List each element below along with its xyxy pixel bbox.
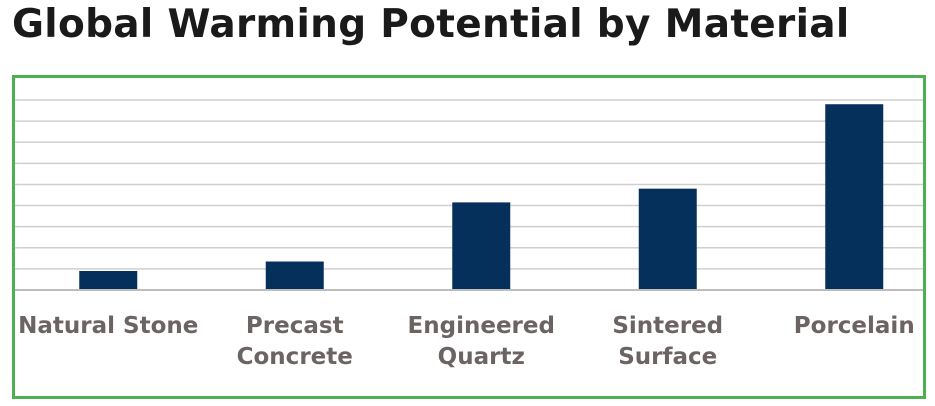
x-tick-label: Quartz — [438, 344, 525, 370]
bars — [79, 104, 884, 290]
gridlines — [15, 99, 923, 270]
chart-frame — [12, 75, 926, 399]
bar-engineered-quartz — [452, 202, 511, 290]
chart-title: Global Warming Potential by Material — [12, 2, 850, 47]
x-tick-labels: Natural Stone Precast Concrete Engineered Qu… — [18, 313, 915, 370]
x-tick-label: Sintered — [612, 313, 723, 339]
bar-natural-stone — [79, 271, 138, 290]
x-tick-label: Concrete — [237, 344, 353, 370]
bar-porcelain — [825, 104, 884, 290]
x-tick-label: Porcelain — [794, 313, 915, 339]
bar-precast-concrete — [265, 261, 324, 290]
x-tick-label: Precast — [246, 313, 344, 339]
x-tick-label: Engineered — [408, 313, 555, 339]
x-tick-label: Natural Stone — [18, 313, 198, 339]
bar-sintered-surface — [638, 188, 697, 290]
x-tick-label: Surface — [618, 344, 717, 370]
